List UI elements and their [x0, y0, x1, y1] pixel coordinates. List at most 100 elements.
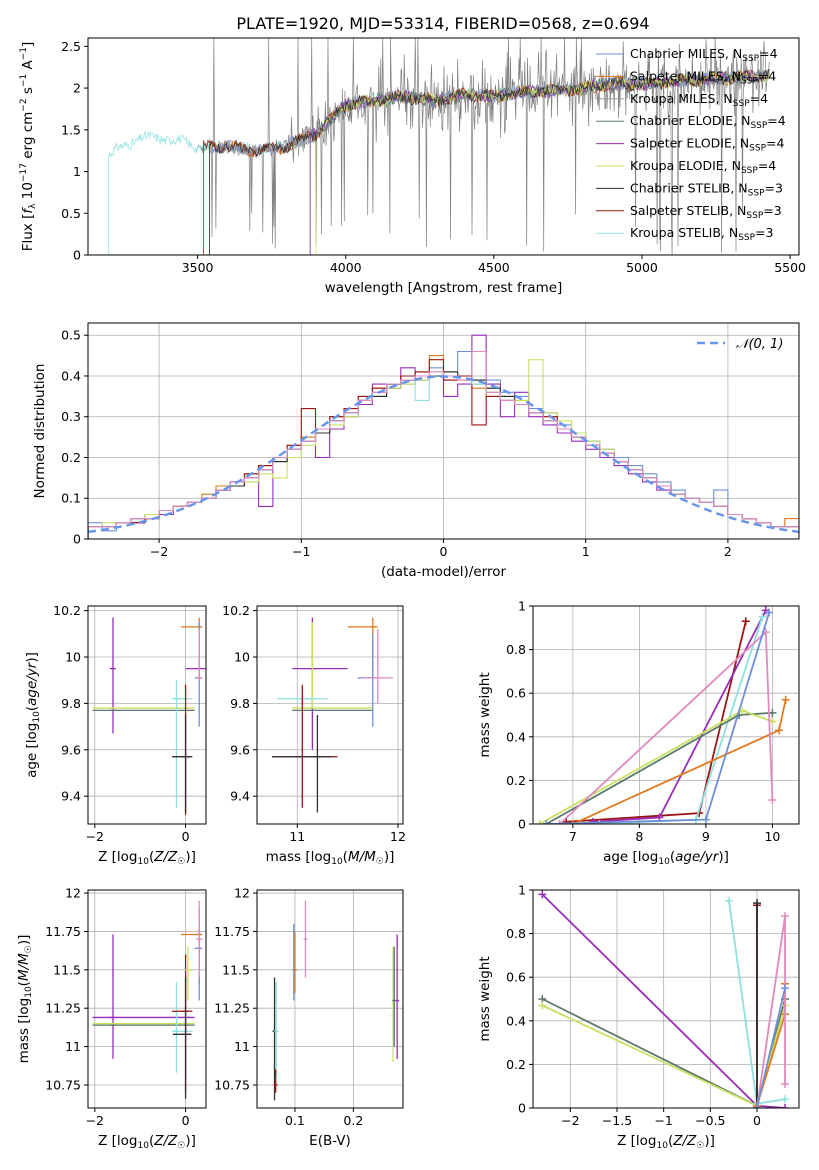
weight_vs_age-ytick-label: 0.8 — [506, 642, 526, 657]
weight_vs_age-ytick-label: 1 — [518, 599, 526, 614]
age_vs_mass-ytick-label: 9.6 — [230, 742, 250, 757]
weight_vs_Z-marker-3-0 — [725, 896, 733, 905]
mass_vs_EBV-ytick-label: 11 — [234, 1039, 250, 1054]
weight_vs_age-marker-7-0 — [542, 820, 551, 824]
weight_vs_Z-marker-8-0 — [753, 1104, 761, 1108]
legend-label-5: Kroupa ELODIE, NSSP=4 — [630, 158, 776, 176]
spectrum-axes: 3500 4000 4500 5000 5500 0 0.5 1 1.5 2 2.5 — [61, 39, 806, 275]
residuals-xlabel: (data-model)/error — [381, 564, 507, 580]
weight_vs_age-xtick-label: 7 — [569, 829, 577, 844]
normal-curve-line — [88, 375, 799, 534]
legend-label-8: Kroupa STELIB, NSSP=3 — [630, 225, 774, 243]
age_vs_mass-xtick-label: 12 — [390, 829, 406, 844]
weight_vs_age-marker-3-2 — [781, 695, 790, 704]
weight_vs_age-marker-6-2 — [768, 796, 777, 805]
weight_vs_Z-ytick-label: 0 — [518, 1101, 526, 1116]
weight_vs_Z-ytick-label: 0.4 — [506, 1013, 526, 1028]
legend-normal-label: 𝒩(0, 1) — [736, 337, 783, 352]
spectrum-frame — [87, 37, 800, 256]
residuals-ytick-label: 0.2 — [61, 450, 81, 465]
weight_vs_Z-marker-3-2 — [781, 1095, 789, 1104]
weight_vs_age-marker-0-0 — [562, 817, 571, 824]
residuals-xtick-label: −2 — [150, 544, 168, 559]
age_vs_mass-ytick-label: 9.8 — [230, 696, 250, 711]
weight_vs_age-frame — [532, 605, 800, 825]
age_vs_Z-xlabel: Z [log10(Z/Z☉)] — [98, 849, 196, 867]
age_vs_mass-ytick-label: 10 — [234, 650, 250, 665]
mass_vs_EBV-ytick-label: 11.75 — [214, 924, 250, 939]
age_vs_Z-ytick-label: 9.8 — [61, 696, 81, 711]
mass_vs_EBV-xtick-label: 0.2 — [343, 1113, 363, 1128]
weight_vs_age-line-chabrier-miles — [546, 612, 770, 824]
spectrum-ytick-label: 0 — [73, 248, 81, 263]
spectrum-xtick-label: 5500 — [774, 260, 806, 275]
mass_vs_Z-ytick-label: 11 — [65, 1039, 81, 1054]
weight_vs_Z-xtick-label: −0.5 — [695, 1113, 725, 1128]
weight_vs_Z-xtick-label: −1.5 — [602, 1113, 632, 1128]
weight_vs_age-marker-0-2 — [741, 617, 750, 626]
legend-label-6: Chabrier STELIB, NSSP=3 — [630, 180, 783, 198]
mass_vs_Z-xtick-label: 0 — [182, 1113, 190, 1128]
age_vs_Z-ytick-label: 9.6 — [61, 742, 81, 757]
age_vs_mass-ytick-label: 9.4 — [230, 789, 250, 804]
spectrum-plot-area — [108, 38, 770, 255]
spectrum-xlabel: wavelength [Angstrom, rest frame] — [325, 280, 563, 296]
age_vs_Z-ylabel: age [log10(age/yr)] — [24, 652, 42, 778]
mass_vs_Z-ylabel: mass [log10(M/M☉)] — [16, 935, 34, 1064]
mass_vs_EBV-xtick-label: 0.1 — [285, 1113, 305, 1128]
legend-label-3: Chabrier ELODIE, NSSP=4 — [630, 113, 786, 131]
weight_vs_Z-marker-2-0 — [538, 1001, 547, 1010]
mass_vs_Z-ytick-label: 10.75 — [45, 1077, 81, 1092]
weight_vs_Z-xtick-label: −1 — [654, 1113, 672, 1128]
residuals-ytick-label: 0 — [73, 532, 81, 547]
weight_vs_age-marker-2-2 — [758, 612, 767, 621]
model-line-kroupa-elodie — [315, 70, 770, 255]
weight_vs_age-marker-6-0 — [555, 820, 564, 824]
age_vs_mass-axes: 11 12 9.4 9.6 9.8 10 10.2 — [222, 603, 406, 844]
age_vs_Z-axes: −2 0 9.4 9.6 9.8 10 10.2 — [53, 603, 206, 844]
residuals-xtick-label: 0 — [440, 544, 448, 559]
weight_vs_Z-ylabel: mass weight — [477, 956, 493, 1041]
weight_vs_Z-ytick-label: 0.6 — [506, 970, 526, 985]
weight_vs_age-xtick-label: 9 — [702, 829, 710, 844]
age_vs_mass-plot-area — [272, 617, 393, 813]
mass_vs_EBV-ytick-label: 12 — [234, 886, 250, 901]
figure-title: PLATE=1920, MJD=53314, FIBERID=0568, z=0… — [236, 14, 649, 33]
residuals-xtick-label: 2 — [724, 544, 732, 559]
mass_vs_Z-plot-area — [92, 900, 203, 1099]
mass_vs_EBV-ytick-label: 10.75 — [214, 1077, 250, 1092]
spectrum-xtick-label: 5000 — [626, 260, 658, 275]
residuals-ytick-label: 0.1 — [61, 491, 81, 506]
weight_vs_Z-plot-area — [538, 890, 789, 1108]
age_vs_Z-frame — [87, 605, 207, 825]
weight_vs_age-ytick-label: 0.4 — [506, 729, 526, 744]
model-line-salpeter-elodie — [309, 69, 769, 255]
weight_vs_Z-marker-0-2 — [781, 1104, 789, 1108]
residuals-ylabel: Normed distribution — [32, 364, 48, 499]
mass_vs_Z-ytick-label: 11.25 — [45, 1001, 81, 1016]
weight_vs_age-marker-5-0 — [535, 820, 544, 824]
legend-label-4: Salpeter ELODIE, NSSP=4 — [630, 136, 785, 154]
weight_vs_Z-ytick-label: 1 — [518, 883, 526, 898]
mass_vs_Z-xtick-label: −2 — [86, 1113, 104, 1128]
age_vs_mass-frame — [256, 605, 404, 825]
weight_vs_Z-ytick-label: 0.2 — [506, 1057, 526, 1072]
residuals-plot-area — [88, 334, 799, 539]
mass_vs_Z-ytick-label: 11.5 — [53, 962, 81, 977]
age_vs_Z-xtick-label: 0 — [182, 829, 190, 844]
weight_vs_Z-marker-7-1 — [781, 912, 789, 921]
age_vs_mass-xlabel: mass [log10(M/M☉)] — [266, 849, 395, 867]
mass_vs_EBV-xlabel: E(B-V) — [309, 1133, 351, 1149]
mass_vs_EBV-axes: 0.1 0.2 10.75 11 11.25 11.5 11.75 12 — [214, 886, 403, 1128]
weight_vs_age-line-chabrier-elodie — [545, 711, 773, 824]
residuals-xtick-label: 1 — [582, 544, 590, 559]
residuals-ytick-label: 0.4 — [61, 368, 81, 383]
legend-label-0: Chabrier MILES, NSSP=4 — [630, 46, 778, 64]
residuals-ytick-label: 0.5 — [61, 328, 81, 343]
weight_vs_Z-ytick-label: 0.8 — [506, 926, 526, 941]
residuals-xtick-label: −1 — [292, 544, 310, 559]
spectrum-ytick-label: 1 — [73, 164, 81, 179]
weight_vs_age-axes: 7 8 9 10 0 0.2 0.4 0.6 0.8 1 — [506, 599, 799, 844]
age_vs_Z-xtick-label: −2 — [86, 829, 104, 844]
